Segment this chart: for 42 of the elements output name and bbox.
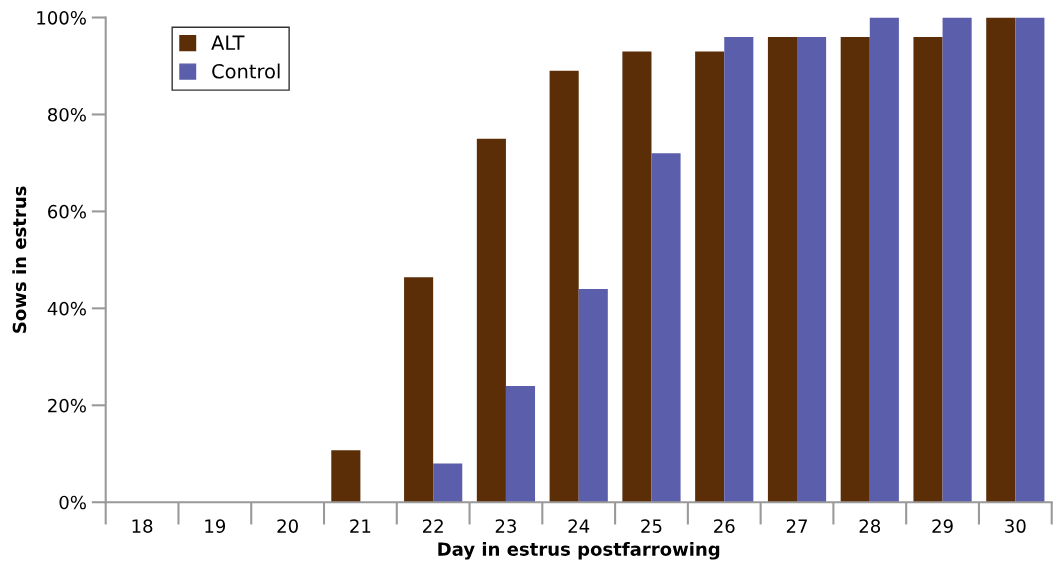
x-tick-label: 21 bbox=[350, 519, 371, 533]
y-tick-label: 60% bbox=[48, 204, 86, 219]
bar bbox=[986, 17, 1016, 503]
bar bbox=[942, 17, 972, 503]
x-tick-label: 30 bbox=[1005, 519, 1026, 533]
x-axis-title: Day in estrus postfarrowing bbox=[438, 541, 720, 560]
bar bbox=[840, 36, 870, 503]
x-tick-label: 23 bbox=[495, 519, 516, 533]
bar bbox=[578, 288, 608, 503]
bar bbox=[1015, 17, 1045, 503]
bar bbox=[622, 51, 652, 503]
bar bbox=[331, 450, 361, 503]
x-tick-label: 26 bbox=[714, 519, 735, 533]
x-tick-label: 24 bbox=[568, 519, 590, 533]
x-tick-label: 20 bbox=[277, 519, 298, 533]
bar bbox=[505, 385, 536, 503]
y-tick-label: 80% bbox=[48, 107, 86, 122]
bar bbox=[549, 70, 579, 503]
y-tick-label: 100% bbox=[37, 10, 86, 25]
bar bbox=[767, 36, 798, 503]
x-tick-label: 27 bbox=[786, 519, 807, 533]
x-tick-label: 18 bbox=[132, 519, 153, 533]
bar bbox=[651, 153, 681, 503]
x-tick-label: 19 bbox=[205, 519, 226, 533]
bar bbox=[797, 36, 827, 503]
y-axis-title: Sows in estrus bbox=[12, 186, 27, 333]
bar bbox=[476, 138, 506, 503]
x-tick-label: 25 bbox=[641, 519, 662, 533]
bar bbox=[404, 277, 434, 503]
y-tick-label: 20% bbox=[48, 398, 86, 413]
legend-label: Control bbox=[212, 63, 280, 79]
legend-label: ALT bbox=[211, 35, 245, 50]
x-tick-label: 29 bbox=[932, 519, 953, 533]
x-tick-label: 28 bbox=[859, 519, 881, 533]
x-tick-label: 22 bbox=[423, 519, 443, 533]
bar bbox=[724, 36, 754, 503]
bar bbox=[869, 17, 899, 503]
y-tick-label: 40% bbox=[47, 301, 86, 316]
y-tick-label: 0% bbox=[59, 495, 86, 510]
bar bbox=[433, 463, 463, 503]
bar bbox=[913, 36, 943, 503]
bar bbox=[695, 51, 725, 503]
